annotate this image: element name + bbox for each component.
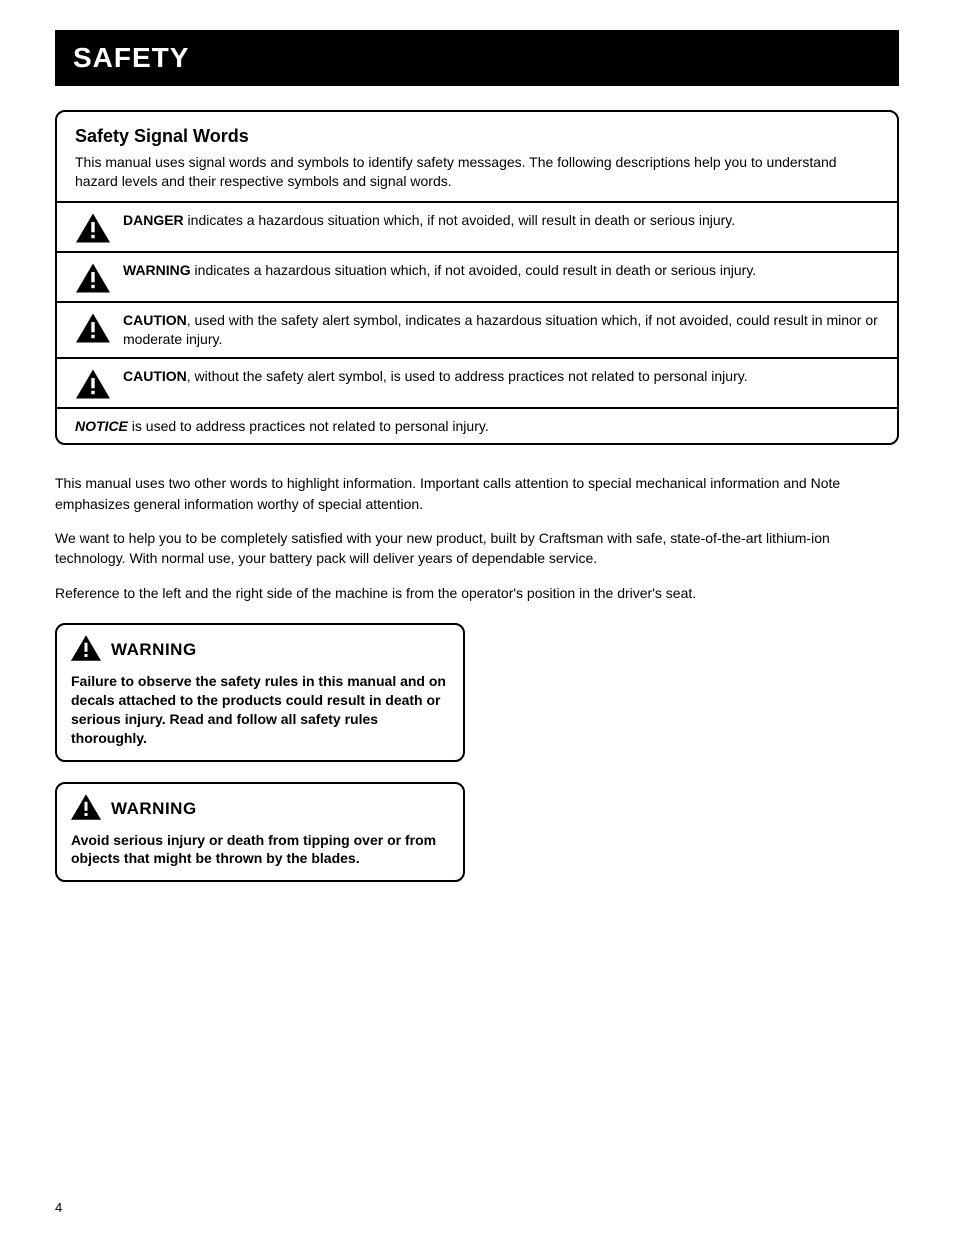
alert-icon	[71, 794, 101, 825]
warning-head: WARNING	[71, 635, 449, 666]
signal-text: WARNING indicates a hazardous situation …	[123, 261, 879, 280]
body-copy: This manual uses two other words to high…	[55, 473, 899, 602]
body-paragraph-3: Reference to the left and the right side…	[55, 583, 899, 603]
signal-row-caution-nosymbol: CAUTION, without the safety alert symbol…	[57, 357, 897, 407]
warning-body: Avoid serious injury or death from tippi…	[71, 831, 449, 869]
signal-word-caution2: CAUTION	[123, 368, 187, 384]
body-paragraph-1: This manual uses two other words to high…	[55, 473, 899, 514]
signal-words-box: Safety Signal Words This manual uses sig…	[55, 110, 899, 445]
warning-box-2: WARNING Avoid serious injury or death fr…	[55, 782, 465, 883]
signal-desc: indicates a hazardous situation which, i…	[191, 262, 757, 278]
signal-words-header: Safety Signal Words This manual uses sig…	[57, 112, 897, 201]
signal-words-title: Safety Signal Words	[75, 126, 879, 147]
warning-title: WARNING	[111, 640, 197, 660]
signal-row-notice: NOTICE is used to address practices not …	[57, 407, 897, 444]
alert-icon	[71, 635, 101, 666]
signal-desc: is used to address practices not related…	[128, 418, 489, 434]
alert-icon	[75, 311, 111, 343]
alert-icon	[75, 261, 111, 293]
signal-row-warning: WARNING indicates a hazardous situation …	[57, 251, 897, 301]
warning-box-1: WARNING Failure to observe the safety ru…	[55, 623, 465, 762]
signal-text: DANGER indicates a hazardous situation w…	[123, 211, 879, 230]
body-paragraph-2: We want to help you to be completely sat…	[55, 528, 899, 569]
page-number: 4	[55, 1200, 62, 1215]
signal-words-intro: This manual uses signal words and symbol…	[75, 153, 879, 191]
alert-icon	[75, 211, 111, 243]
signal-word-caution: CAUTION	[123, 312, 187, 328]
signal-text: CAUTION, used with the safety alert symb…	[123, 311, 879, 349]
signal-desc: indicates a hazardous situation which, i…	[184, 212, 735, 228]
signal-text: CAUTION, without the safety alert symbol…	[123, 367, 879, 386]
signal-desc: , used with the safety alert symbol, ind…	[123, 312, 878, 347]
alert-icon	[75, 367, 111, 399]
signal-desc: , without the safety alert symbol, is us…	[187, 368, 748, 384]
section-banner: SAFETY	[55, 30, 899, 86]
warning-body: Failure to observe the safety rules in t…	[71, 672, 449, 748]
warning-title: WARNING	[111, 799, 197, 819]
warning-head: WARNING	[71, 794, 449, 825]
signal-word-notice: NOTICE	[75, 418, 128, 434]
signal-row-caution-symbol: CAUTION, used with the safety alert symb…	[57, 301, 897, 357]
signal-word-danger: DANGER	[123, 212, 184, 228]
signal-word-warning: WARNING	[123, 262, 191, 278]
signal-row-danger: DANGER indicates a hazardous situation w…	[57, 201, 897, 251]
